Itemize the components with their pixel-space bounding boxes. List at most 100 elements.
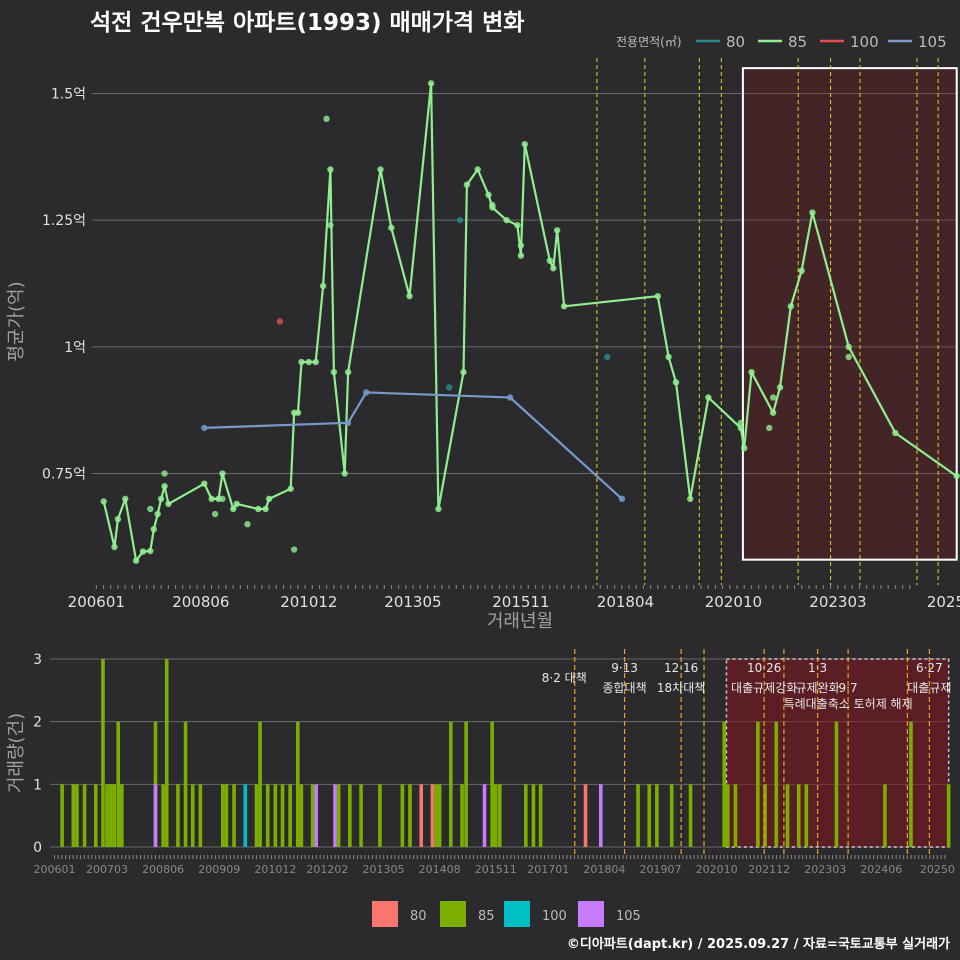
volume-bar bbox=[726, 784, 730, 847]
volume-bar bbox=[490, 721, 494, 847]
legend-label-85: 85 bbox=[788, 33, 807, 51]
scatter-point bbox=[766, 424, 773, 432]
volume-bar bbox=[164, 659, 169, 847]
data-point-85 bbox=[330, 368, 338, 376]
data-point-85 bbox=[147, 547, 154, 555]
volume-bar bbox=[82, 784, 87, 847]
volume-bar bbox=[482, 784, 487, 847]
scatter-point bbox=[604, 353, 611, 361]
scatter-point bbox=[161, 470, 168, 477]
y-tick-label: 1 bbox=[33, 777, 42, 793]
data-point-85 bbox=[208, 495, 215, 503]
scatter-point bbox=[244, 520, 251, 528]
data-point-85 bbox=[672, 379, 680, 386]
y-tick-label: 0 bbox=[33, 840, 42, 856]
volume-bar bbox=[224, 784, 229, 847]
volume-bar bbox=[105, 784, 109, 847]
policy-annotation: 특례대출축소 토허제 해제 bbox=[784, 697, 913, 711]
volume-bar bbox=[531, 784, 536, 847]
data-point-85 bbox=[114, 515, 122, 523]
x-tick-label: 200909 bbox=[198, 863, 240, 876]
data-point-85 bbox=[553, 227, 561, 234]
volume-bar bbox=[909, 721, 913, 847]
x-tick-label: 201012 bbox=[280, 593, 337, 611]
data-point-105 bbox=[506, 394, 514, 401]
volume-bar bbox=[75, 784, 79, 847]
x-tick-label: 201511 bbox=[492, 593, 549, 611]
legend-swatch-80 bbox=[372, 901, 398, 927]
scatter-point bbox=[456, 216, 464, 224]
series-line-105 bbox=[204, 391, 623, 500]
volume-bar bbox=[295, 721, 300, 847]
volume-bar bbox=[336, 784, 341, 847]
volume-bar bbox=[756, 721, 760, 847]
volume-bar bbox=[359, 784, 363, 847]
scatter-point bbox=[489, 201, 496, 209]
volume-bar bbox=[804, 784, 809, 847]
data-point-85 bbox=[776, 384, 784, 391]
policy-annotation: 9·7 bbox=[839, 681, 858, 695]
volume-bar bbox=[348, 784, 352, 847]
data-point-85 bbox=[892, 429, 899, 437]
policy-annotation: 종합대책 bbox=[602, 680, 646, 695]
data-point-85 bbox=[150, 526, 157, 533]
policy-annotation: 대출규제강화 bbox=[731, 681, 797, 695]
x-tick-label: 201305 bbox=[363, 863, 405, 876]
volume-bar bbox=[333, 784, 337, 847]
footer-credit: ©디아파트(dapt.kr) / 2025.09.27 / 자료=국토교통부 실… bbox=[567, 936, 950, 952]
volume-bar bbox=[176, 784, 180, 847]
policy-annotation: 8·2 대책 bbox=[542, 670, 587, 685]
y-tick-label: 0.75억 bbox=[42, 467, 86, 483]
volume-panel: 0 1 2 3 8·2 대책 9·13 종합대책 12·16 18차대책 10·26 대출규제강화 1… bbox=[6, 649, 955, 876]
x-tick-label: 200703 bbox=[86, 863, 128, 876]
volume-bar bbox=[116, 721, 121, 847]
data-point-85 bbox=[327, 166, 334, 173]
x-tick-label: 201511 bbox=[475, 863, 517, 876]
volume-bar bbox=[669, 784, 674, 847]
data-point-85 bbox=[427, 80, 435, 87]
volume-bar bbox=[280, 784, 285, 847]
x-tick-label: 202303 bbox=[809, 593, 866, 611]
scatter-point bbox=[219, 495, 226, 503]
x-tick-label: 202303 bbox=[804, 863, 846, 876]
data-point-105 bbox=[618, 495, 626, 503]
data-point-85 bbox=[312, 358, 319, 366]
data-point-85 bbox=[406, 292, 413, 300]
price-panel: 0.75억 1억 1.25억 1.5억 200601 200806 201012 201305… bbox=[6, 58, 960, 632]
scatter-point bbox=[323, 115, 330, 123]
x-tick-label: 200601 bbox=[33, 863, 75, 876]
volume-bar bbox=[733, 784, 738, 847]
chart-title: 석전 건우만복 아파트(1993) 매매가격 변화 bbox=[90, 10, 524, 36]
scatter-point bbox=[290, 546, 298, 553]
volume-bar bbox=[524, 784, 528, 847]
y-tick-label: 3 bbox=[33, 652, 42, 668]
volume-bar bbox=[636, 784, 640, 847]
legend-label-80: 80 bbox=[726, 33, 745, 51]
data-point-85 bbox=[233, 500, 240, 508]
data-point-85 bbox=[157, 495, 165, 503]
volume-bar bbox=[408, 784, 412, 847]
scatter-point bbox=[147, 505, 154, 513]
volume-bar bbox=[430, 784, 435, 847]
data-point-85 bbox=[165, 500, 172, 508]
volume-bar bbox=[221, 784, 225, 847]
data-point-85 bbox=[845, 343, 852, 351]
data-point-85 bbox=[122, 495, 129, 503]
data-point-85 bbox=[705, 394, 712, 401]
volume-bar bbox=[288, 784, 292, 847]
data-point-85 bbox=[230, 505, 237, 513]
policy-annotation: 규제완화 bbox=[795, 681, 839, 695]
price-legend: 전용면적(㎡) 80 85 100 105 bbox=[616, 33, 947, 51]
data-point-85 bbox=[298, 358, 305, 366]
volume-bar bbox=[464, 721, 468, 847]
data-point-85 bbox=[546, 257, 554, 264]
volume-bar bbox=[232, 784, 236, 847]
data-point-85 bbox=[161, 482, 168, 490]
data-point-85 bbox=[514, 222, 521, 229]
policy-annotation: 대출규제 bbox=[907, 681, 951, 695]
volume-bar bbox=[497, 784, 502, 847]
volume-bar bbox=[310, 784, 315, 847]
volume-bar bbox=[108, 784, 113, 847]
policy-annotation: 18차대책 bbox=[657, 680, 705, 695]
